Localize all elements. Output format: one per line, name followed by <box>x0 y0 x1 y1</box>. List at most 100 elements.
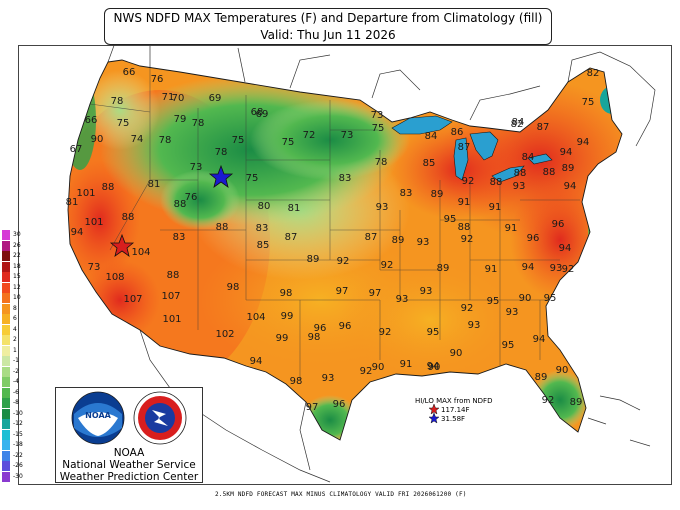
temperature-label: 94 <box>71 227 84 238</box>
state-borders <box>89 66 580 380</box>
temperature-label: 93 <box>468 320 481 331</box>
temperature-label: 93 <box>506 307 519 318</box>
legend-label: 6 <box>13 315 17 322</box>
temperature-label: 96 <box>339 321 352 332</box>
temperature-label: 91 <box>458 197 471 208</box>
legend-label: -26 <box>13 462 23 469</box>
temperature-label: 92 <box>461 303 474 314</box>
legend-label: 1 <box>13 346 17 354</box>
temperature-label: 96 <box>527 233 540 244</box>
temperature-label: 92 <box>542 395 555 406</box>
legend-label: -12 <box>13 420 23 427</box>
color-legend: 30 26 22 18 15 12 10 8 6 4 2 1 -1 -2 -4 -6 -8 -10 -12 -15 -1… <box>2 230 28 484</box>
temperature-label: 87 <box>537 122 550 133</box>
legend-label: 22 <box>13 252 21 259</box>
temperature-label: 90 <box>519 293 532 304</box>
temperature-label: 78 <box>159 135 172 146</box>
temperature-label: 78 <box>375 157 388 168</box>
temperature-label: 88 <box>490 177 503 188</box>
temperature-label: 90 <box>372 362 385 373</box>
temperature-label: 92 <box>462 176 475 187</box>
legend-swatch <box>2 419 10 429</box>
logos: NOAA <box>71 391 187 445</box>
legend-swatch <box>2 293 10 303</box>
legend-label: -22 <box>13 451 23 459</box>
legend-swatch <box>2 408 10 419</box>
temperature-label: 67 <box>70 144 83 155</box>
temperature-label: 89 <box>535 372 548 383</box>
temperature-label: 107 <box>161 291 180 302</box>
legend-swatch <box>2 471 10 482</box>
temperature-label: 91 <box>489 202 502 213</box>
temperature-label: 73 <box>190 162 203 173</box>
legend-label: 2 <box>13 336 17 343</box>
temperature-label: 92 <box>381 260 394 271</box>
org-line-1: NOAA <box>113 447 145 459</box>
temperature-label: 69 <box>256 109 269 120</box>
legend-label: 15 <box>13 273 21 280</box>
temperature-label: 66 <box>85 115 98 126</box>
legend-swatch <box>2 230 10 240</box>
map-frame <box>18 45 672 485</box>
temperature-label: 92 <box>360 366 373 377</box>
temperature-label: 92 <box>562 264 575 275</box>
temperature-label: 98 <box>280 288 293 299</box>
legend-swatch <box>2 324 10 335</box>
temperature-label: 88 <box>543 167 556 178</box>
temperature-label: 93 <box>513 181 526 192</box>
legend-label: -4 <box>13 378 19 385</box>
max-high-star <box>109 233 135 257</box>
temperature-label: 98 <box>227 282 240 293</box>
great-lakes <box>391 115 553 183</box>
temperature-label: 104 <box>131 247 150 258</box>
temperature-label: 89 <box>307 254 320 265</box>
temperature-label: 87 <box>285 232 298 243</box>
legend-swatch <box>2 345 10 356</box>
temperature-label: 92 <box>461 234 474 245</box>
temperature-label: 97 <box>306 402 319 413</box>
legend-swatch <box>2 303 10 314</box>
temperature-label: 94 <box>250 356 263 367</box>
title-line-1: NWS NDFD MAX Temperatures (F) and Depart… <box>113 11 543 25</box>
legend-swatch <box>2 356 10 366</box>
legend-label: -15 <box>13 430 23 438</box>
temperature-label: 98 <box>308 332 321 343</box>
temperature-label: 104 <box>246 312 265 323</box>
temperature-label: 73 <box>341 130 354 141</box>
temperature-label: 75 <box>582 97 595 108</box>
legend-label: -30 <box>13 472 23 480</box>
hilo-legend: HI/LO MAX from NDFD 117.14F 31.58F <box>415 397 492 424</box>
temperature-label: 93 <box>420 286 433 297</box>
legend-label: -6 <box>13 388 19 396</box>
temperature-label: 88 <box>514 168 527 179</box>
svg-text:NOAA: NOAA <box>85 411 111 420</box>
hilo-min: 31.58F <box>441 415 466 423</box>
temperature-label: 91 <box>505 223 518 234</box>
temperature-label: 90 <box>91 134 104 145</box>
temperature-label: 82 <box>587 68 600 79</box>
temperature-label: 107 <box>123 294 142 305</box>
nws-logo <box>133 391 187 445</box>
temperature-label: 90 <box>428 362 441 373</box>
org-line-3: Weather Prediction Center <box>59 471 199 483</box>
map-title: NWS NDFD MAX Temperatures (F) and Depart… <box>104 8 552 45</box>
temperature-label: 88 <box>122 212 135 223</box>
temperature-label: 89 <box>562 163 575 174</box>
legend-label: -18 <box>13 441 23 448</box>
temperature-label: 73 <box>88 262 101 273</box>
hilo-title: HI/LO MAX from NDFD <box>415 397 493 405</box>
temperature-label: 88 <box>458 222 471 233</box>
hilo-max: 117.14F <box>441 406 470 414</box>
temperature-label: 75 <box>372 123 385 134</box>
legend-swatch <box>2 398 10 408</box>
legend-swatch <box>2 450 10 461</box>
temperature-label: 95 <box>427 327 440 338</box>
temperature-label: 89 <box>570 397 583 408</box>
temperature-label: 90 <box>556 365 569 376</box>
temperature-label: 94 <box>564 181 577 192</box>
temperature-label: 92 <box>379 327 392 338</box>
temperature-label: 101 <box>76 188 95 199</box>
temperature-label: 94 <box>560 147 573 158</box>
